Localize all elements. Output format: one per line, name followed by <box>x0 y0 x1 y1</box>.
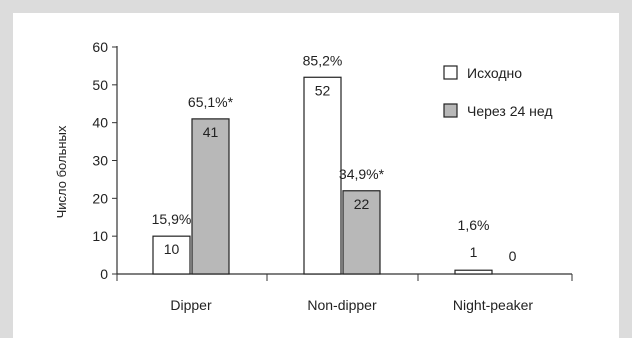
value-label: 52 <box>315 82 331 98</box>
percent-label: 34,9%* <box>339 166 385 182</box>
value-label: 1 <box>470 244 478 260</box>
percent-label: 15,9% <box>152 211 192 227</box>
x-tick-label: Dipper <box>170 297 212 313</box>
y-tick-label: 60 <box>92 39 108 55</box>
value-label: 22 <box>354 196 370 212</box>
y-tick-label: 10 <box>92 228 108 244</box>
y-tick-label: 50 <box>92 77 108 93</box>
y-tick-label: 20 <box>92 190 108 206</box>
percent-label: 1,6% <box>458 217 490 233</box>
legend-label: Через 24 нед <box>467 103 553 119</box>
bar-baseline <box>454 269 493 275</box>
data-labels: 10 15,9% 52 85,2% 1 1,6% 41 65,1%* 22 34,9%* 0 <box>152 52 517 264</box>
top-border <box>0 0 632 13</box>
y-tick-label: 30 <box>92 153 108 169</box>
value-label: 0 <box>509 248 517 264</box>
x-tick-label: Non-dipper <box>307 297 377 313</box>
value-label: 41 <box>203 124 219 140</box>
bar-baseline <box>152 235 191 275</box>
right-border <box>619 0 632 338</box>
y-tick-label: 40 <box>92 115 108 131</box>
bars <box>152 76 493 275</box>
bar-week24 <box>191 118 230 275</box>
y-axis-label: Число больных <box>54 125 69 218</box>
legend-swatch <box>443 103 458 118</box>
percent-label: 65,1%* <box>188 94 234 110</box>
value-label: 10 <box>164 241 180 257</box>
legend-label: Исходно <box>467 65 522 81</box>
percent-label: 85,2% <box>303 52 343 68</box>
y-tick-label: 0 <box>100 266 108 282</box>
left-border <box>0 0 13 338</box>
bar-week24 <box>342 190 381 275</box>
legend-swatch <box>443 65 458 80</box>
legend: Исходно Через 24 нед <box>443 65 553 119</box>
x-tick-label: Night-peaker <box>453 297 533 313</box>
bar-baseline <box>303 76 342 275</box>
